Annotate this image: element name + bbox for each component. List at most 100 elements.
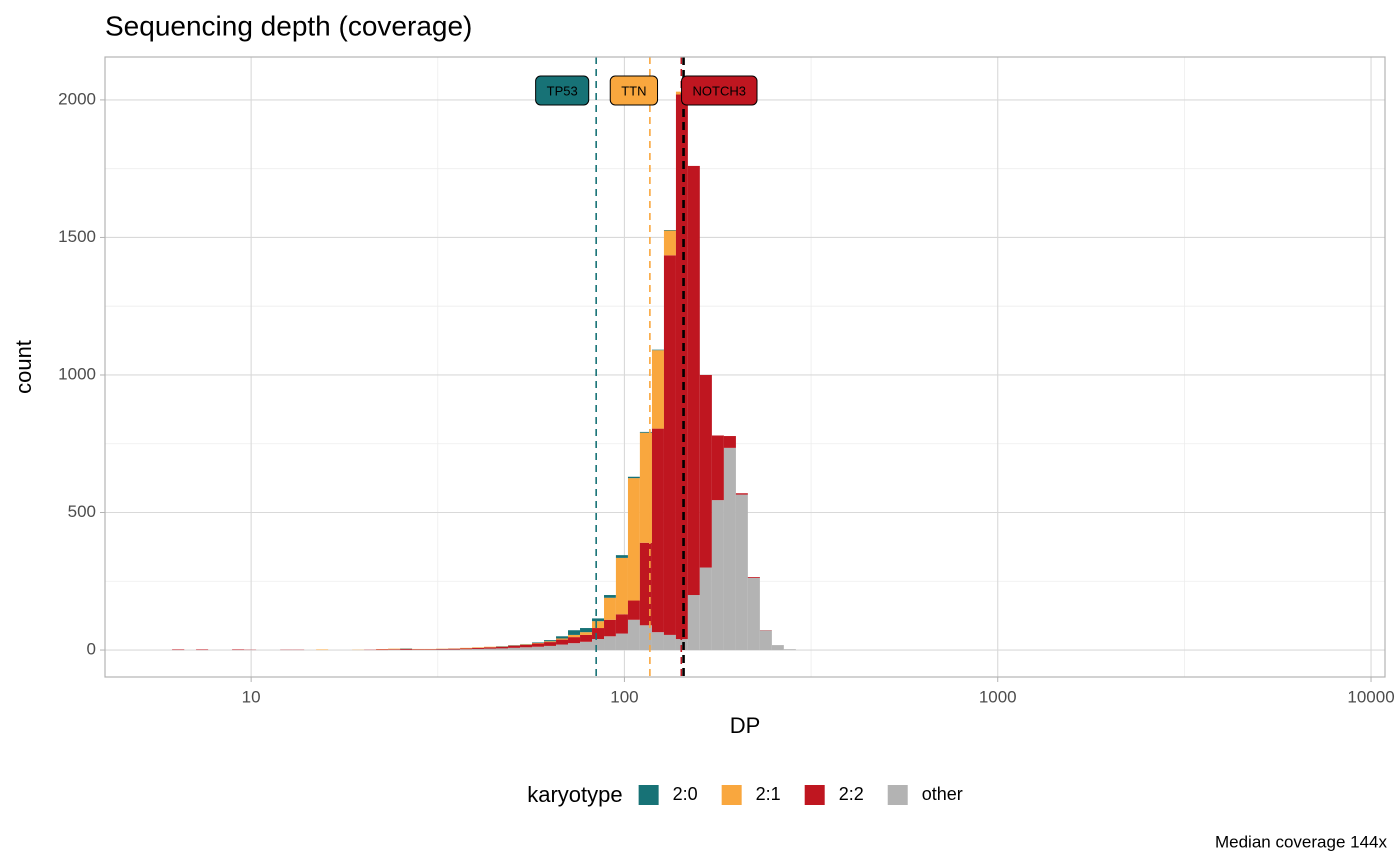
legend-label: 2:0 — [673, 784, 698, 804]
bar-segment — [580, 634, 593, 642]
bar-segment — [604, 595, 616, 598]
x-tick-label: 10 — [242, 687, 261, 706]
bar-segment — [316, 649, 329, 651]
y-axis-label: count — [11, 340, 36, 394]
bar-segment — [615, 633, 628, 651]
bar-segment — [663, 255, 676, 635]
bar-segment — [532, 642, 545, 643]
legend-key — [638, 785, 659, 805]
bar-segment — [544, 645, 557, 651]
bar-segment — [747, 577, 760, 578]
x-tick-label: 10000 — [1347, 687, 1394, 706]
bar-segment — [532, 643, 545, 647]
bar-segment — [604, 619, 616, 637]
annotation-box — [609, 75, 659, 106]
bar-segment — [651, 428, 664, 633]
annotation-label: NOTCH3 — [681, 75, 758, 106]
bar-segment — [556, 638, 569, 640]
annotation-label: TP53 — [535, 75, 590, 106]
bar-segment — [484, 648, 497, 651]
y-tick-label: 0 — [87, 640, 96, 659]
bar-segment — [388, 649, 401, 650]
bar-segment — [580, 641, 593, 651]
bar-segment — [687, 595, 700, 651]
bar-segment — [627, 476, 640, 479]
caption: Median coverage 144x — [1215, 832, 1388, 851]
bar-segment — [436, 649, 449, 651]
bar-segment — [627, 600, 640, 620]
bar-segment — [592, 628, 605, 640]
bar-segment — [508, 645, 521, 648]
y-tick-label: 1500 — [58, 227, 96, 246]
panel-border — [104, 56, 1386, 678]
bar-segment — [388, 648, 401, 650]
bar-segment — [472, 648, 485, 651]
bar-segment — [460, 649, 473, 651]
bar-segment — [711, 435, 724, 501]
bar-segment — [639, 431, 652, 433]
annotation-text: NOTCH3 — [693, 83, 746, 98]
bar-segment — [639, 432, 652, 543]
bar-segment — [472, 647, 485, 649]
bar-segment — [472, 647, 485, 648]
bar-segment — [172, 649, 185, 651]
bar-segment — [400, 648, 413, 650]
bar-segment — [568, 637, 581, 644]
bar-segment — [580, 628, 593, 633]
bar-segment — [615, 614, 628, 634]
bar-segment — [436, 648, 449, 650]
bar-segment — [723, 447, 736, 651]
bar-segment — [723, 436, 736, 448]
legend-label: other — [922, 784, 963, 804]
bar-segment — [532, 642, 545, 644]
bar-segment — [592, 639, 605, 651]
annotation-box — [681, 75, 758, 106]
bar-segment — [639, 542, 652, 626]
y-tick-label: 500 — [68, 502, 96, 521]
bar-segment — [568, 643, 581, 651]
bar-segment — [604, 597, 616, 620]
bar-segment — [783, 649, 796, 651]
bar-segment — [484, 647, 497, 649]
y-tick-label: 1000 — [58, 364, 96, 383]
bar-segment — [663, 230, 676, 231]
legend: karyotype 2:0 2:1 2:2 other — [527, 782, 963, 807]
bar-segment — [675, 94, 688, 640]
legend-label: 2:1 — [756, 784, 781, 804]
bar-segment — [556, 644, 569, 651]
bar-segment — [651, 349, 664, 351]
bar-segment — [532, 646, 545, 651]
bar-segment — [615, 555, 628, 558]
bar-segment — [759, 630, 772, 651]
legend-key — [887, 785, 908, 805]
bar-segment — [699, 374, 712, 568]
bar-segment — [568, 630, 581, 635]
bar-segment — [544, 641, 557, 643]
bar-segment — [556, 639, 569, 645]
bar-segment — [675, 639, 688, 651]
annotation-label: TTN — [609, 75, 659, 106]
bar-segment — [196, 649, 209, 651]
x-tick-label: 100 — [610, 687, 638, 706]
bar-segment — [747, 577, 760, 651]
legend-key — [804, 785, 825, 805]
bar-segment — [424, 649, 437, 650]
legend-key — [721, 785, 742, 805]
bar-segment — [376, 649, 389, 651]
bar-segment — [663, 230, 676, 256]
bar-segment — [412, 649, 425, 650]
bar-segment — [699, 567, 712, 651]
bar-segment — [735, 494, 748, 651]
bar-segment — [520, 644, 533, 645]
bar-segment — [460, 648, 473, 650]
bar-segment — [508, 647, 521, 651]
x-tick-label: 1000 — [979, 687, 1017, 706]
bar-segment — [460, 647, 473, 649]
bar-segment — [592, 618, 605, 622]
bar-segment — [544, 642, 557, 646]
bar-segment — [627, 619, 640, 651]
bar-segment — [484, 646, 497, 648]
bar-segment — [651, 632, 664, 651]
bar-segment — [687, 165, 700, 596]
